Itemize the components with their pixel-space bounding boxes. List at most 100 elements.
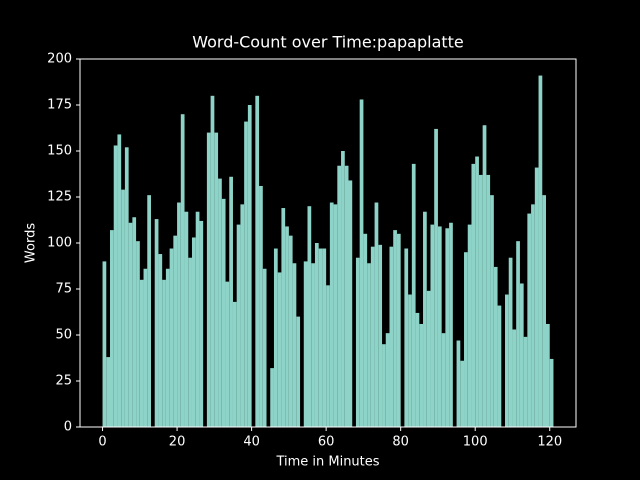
bar bbox=[102, 261, 107, 427]
bar bbox=[426, 290, 431, 427]
bar bbox=[288, 235, 293, 427]
bar bbox=[527, 213, 532, 427]
y-tick-label: 75 bbox=[55, 282, 72, 297]
bar bbox=[370, 246, 375, 427]
bar bbox=[534, 167, 539, 427]
bar bbox=[333, 204, 338, 427]
x-tick-label: 60 bbox=[318, 435, 335, 450]
bar bbox=[475, 156, 479, 427]
bar bbox=[165, 268, 170, 427]
bar bbox=[210, 95, 215, 428]
bar bbox=[322, 248, 327, 427]
x-tick-label: 100 bbox=[463, 435, 488, 450]
bar bbox=[344, 165, 349, 427]
bar bbox=[180, 114, 185, 427]
y-tick-label: 200 bbox=[47, 52, 72, 67]
bar bbox=[303, 261, 308, 427]
bar bbox=[434, 128, 438, 428]
bar bbox=[374, 202, 379, 427]
bar bbox=[341, 151, 345, 427]
bar bbox=[296, 316, 301, 427]
bar bbox=[516, 241, 520, 427]
bar bbox=[214, 132, 219, 427]
bar bbox=[136, 241, 140, 427]
bar bbox=[184, 211, 189, 427]
bar bbox=[117, 134, 122, 427]
bar bbox=[467, 224, 472, 427]
bar bbox=[538, 75, 543, 427]
bar bbox=[393, 230, 397, 427]
bar bbox=[281, 208, 286, 427]
y-tick-label: 125 bbox=[47, 190, 72, 205]
bar bbox=[523, 336, 528, 427]
x-tick-label: 80 bbox=[392, 435, 409, 450]
bar bbox=[240, 204, 245, 427]
y-tick-label: 50 bbox=[55, 328, 72, 343]
bar bbox=[355, 257, 360, 427]
bar bbox=[154, 219, 159, 427]
bar bbox=[382, 344, 386, 427]
bar bbox=[113, 145, 118, 428]
bar bbox=[497, 305, 502, 427]
bar bbox=[232, 301, 237, 427]
bar bbox=[471, 163, 476, 427]
bar bbox=[378, 244, 383, 427]
bar bbox=[519, 283, 524, 427]
bar bbox=[367, 263, 371, 427]
bar bbox=[490, 195, 494, 427]
bar bbox=[314, 243, 319, 427]
bar bbox=[177, 202, 181, 427]
bar bbox=[408, 294, 412, 427]
x-tick-label: 20 bbox=[169, 435, 186, 450]
bar bbox=[318, 248, 323, 427]
bar bbox=[247, 105, 252, 427]
bar bbox=[430, 224, 435, 427]
bar bbox=[423, 211, 427, 427]
bar bbox=[486, 174, 491, 427]
bar bbox=[396, 233, 401, 427]
bar bbox=[464, 252, 468, 427]
bar bbox=[225, 281, 230, 427]
bar bbox=[363, 233, 368, 427]
bar bbox=[348, 180, 353, 427]
bar bbox=[173, 235, 178, 427]
x-tick-label: 120 bbox=[537, 435, 562, 450]
bar bbox=[404, 248, 409, 427]
bar bbox=[109, 230, 114, 427]
bar bbox=[415, 312, 420, 427]
y-tick-label: 25 bbox=[55, 374, 72, 389]
y-tick-label: 100 bbox=[47, 236, 72, 251]
bar bbox=[385, 333, 390, 427]
bar bbox=[542, 195, 547, 427]
bar bbox=[259, 185, 263, 427]
bar bbox=[199, 220, 204, 427]
chart-title: Word-Count over Time:papaplatte bbox=[192, 33, 464, 52]
bar bbox=[311, 263, 315, 427]
bar bbox=[549, 358, 554, 427]
bar bbox=[169, 248, 174, 427]
bar bbox=[236, 224, 241, 427]
bar bbox=[512, 329, 517, 427]
bar bbox=[206, 132, 211, 427]
bar bbox=[482, 125, 487, 428]
bar bbox=[359, 99, 364, 427]
y-tick-label: 175 bbox=[47, 98, 72, 113]
bar bbox=[508, 257, 513, 427]
bar bbox=[195, 211, 200, 427]
bar bbox=[456, 340, 461, 427]
bar bbox=[188, 257, 192, 427]
bar bbox=[445, 228, 450, 427]
bar bbox=[139, 279, 144, 427]
bar bbox=[389, 246, 394, 427]
bar bbox=[128, 222, 133, 427]
bar bbox=[143, 268, 148, 427]
bar bbox=[244, 121, 248, 427]
bar bbox=[292, 263, 297, 427]
bar bbox=[218, 178, 222, 427]
bar bbox=[124, 147, 129, 427]
x-tick-label: 40 bbox=[243, 435, 260, 450]
bar bbox=[121, 189, 125, 427]
bar bbox=[419, 323, 424, 427]
bar bbox=[411, 163, 416, 427]
